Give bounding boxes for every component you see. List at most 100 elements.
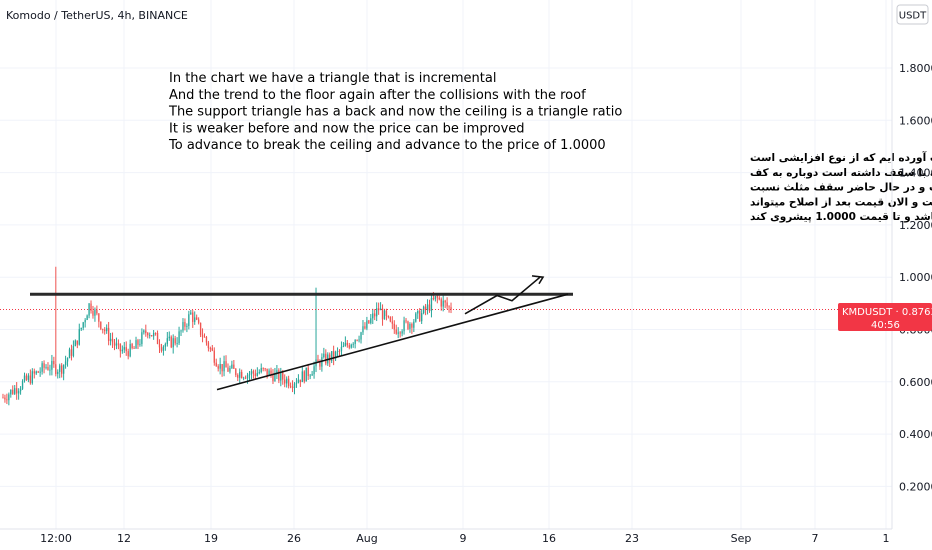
last-price-badge: KMDUSDT · 0.8763 40:56	[838, 303, 932, 331]
candle-body	[59, 365, 61, 372]
candle-body	[227, 367, 229, 372]
candle-body	[72, 346, 75, 356]
time-tick-label: 1	[883, 532, 890, 545]
candle-body	[258, 372, 260, 373]
candle-body	[411, 323, 413, 328]
candle-body	[199, 322, 202, 335]
candle-body	[336, 351, 339, 353]
english-annotation[interactable]: In the chart we have a triangle that is …	[168, 71, 622, 153]
candle-body	[362, 326, 364, 333]
candle-body	[246, 374, 249, 379]
candle-body	[41, 363, 43, 372]
candle-body	[383, 310, 386, 320]
candle-body	[311, 374, 313, 376]
candle-body	[25, 375, 28, 380]
english-note-line: The support triangle has a back and now …	[168, 105, 622, 120]
candle-body	[55, 364, 57, 375]
candle-body	[420, 313, 423, 322]
candle-body	[201, 334, 204, 337]
candle-body	[403, 320, 405, 332]
candle-body	[440, 299, 442, 307]
price-tick-label: 1.0000	[899, 271, 932, 284]
projection-arrow[interactable]	[464, 276, 541, 315]
time-tick-label: 26	[287, 532, 301, 545]
candle-body	[332, 351, 335, 359]
candle-body	[231, 364, 233, 369]
candle-body	[133, 348, 135, 349]
candle-body	[127, 351, 129, 357]
candle-body	[192, 312, 194, 322]
candle-body	[338, 351, 341, 352]
time-axis[interactable]: 12:00 12 19 26 Aug 9 16 23 Sep 7 1	[40, 532, 889, 545]
candle-body	[436, 296, 439, 298]
candle-body	[37, 371, 39, 373]
candle-body	[78, 329, 80, 345]
candle-body	[240, 371, 243, 379]
candle-body	[80, 327, 82, 330]
candle-body	[346, 342, 349, 346]
badge-countdown: 40:56	[871, 320, 900, 331]
plot-area[interactable]	[0, 0, 892, 529]
candle-body	[147, 333, 149, 336]
candle-body	[86, 315, 88, 321]
candle-body	[84, 320, 86, 323]
candle-body	[301, 371, 304, 383]
candle-body	[178, 331, 180, 344]
support-trendline[interactable]	[216, 293, 569, 391]
candle-body	[248, 374, 251, 376]
candle-body	[438, 297, 440, 300]
time-tick-label: 12	[117, 532, 131, 545]
candle-body	[385, 310, 388, 316]
candle-body	[272, 374, 274, 382]
candle-body	[162, 346, 165, 351]
candle-body	[43, 363, 45, 368]
candle-body	[57, 371, 59, 375]
candle-body	[4, 397, 6, 400]
badge-symbol-price: KMDUSDT · 0.8763	[842, 307, 932, 318]
candle-body	[364, 326, 366, 329]
time-tick-label: Aug	[356, 532, 377, 545]
candle-body	[237, 374, 239, 378]
candle-body	[23, 375, 26, 382]
candle-body	[262, 368, 264, 369]
candle-body	[329, 354, 331, 361]
candle-body	[428, 304, 431, 312]
candle-body	[287, 378, 290, 386]
candle-body	[62, 364, 65, 374]
candle-body	[8, 394, 10, 401]
candle-body	[113, 342, 116, 346]
candle-body	[260, 368, 262, 373]
candle-body	[168, 336, 170, 339]
persian-annotation[interactable]: در چارت یک مثلث به دست آورده ایم که از ن…	[750, 151, 932, 223]
candle-body	[368, 320, 370, 324]
candle-body	[268, 370, 270, 376]
candle-body	[27, 375, 30, 380]
candle-body	[430, 298, 433, 312]
candle-body	[14, 388, 16, 394]
english-note-line: And the trend to the floor again after t…	[169, 88, 586, 103]
candle-body	[21, 381, 24, 389]
candle-body	[409, 323, 411, 329]
candle-body	[180, 330, 182, 332]
candle-body	[299, 379, 302, 383]
time-tick-label: 7	[812, 532, 819, 545]
candle-body	[53, 360, 55, 365]
currency-button[interactable]: USDT	[896, 4, 929, 25]
candle-body	[254, 373, 257, 376]
candle-body	[448, 306, 450, 308]
candle-body	[305, 367, 307, 382]
price-axis[interactable]: 1.80001.60001.40001.20001.00000.80000.60…	[899, 62, 932, 493]
candle-body	[2, 397, 4, 399]
candle-body	[317, 359, 319, 362]
candle-body	[223, 361, 225, 372]
candle-body	[150, 335, 153, 337]
candle-body	[393, 323, 395, 330]
candle-body	[372, 313, 374, 319]
candle-body	[424, 306, 427, 310]
candle-body	[64, 361, 67, 365]
candle-body	[215, 362, 217, 367]
candle-body	[217, 366, 219, 369]
